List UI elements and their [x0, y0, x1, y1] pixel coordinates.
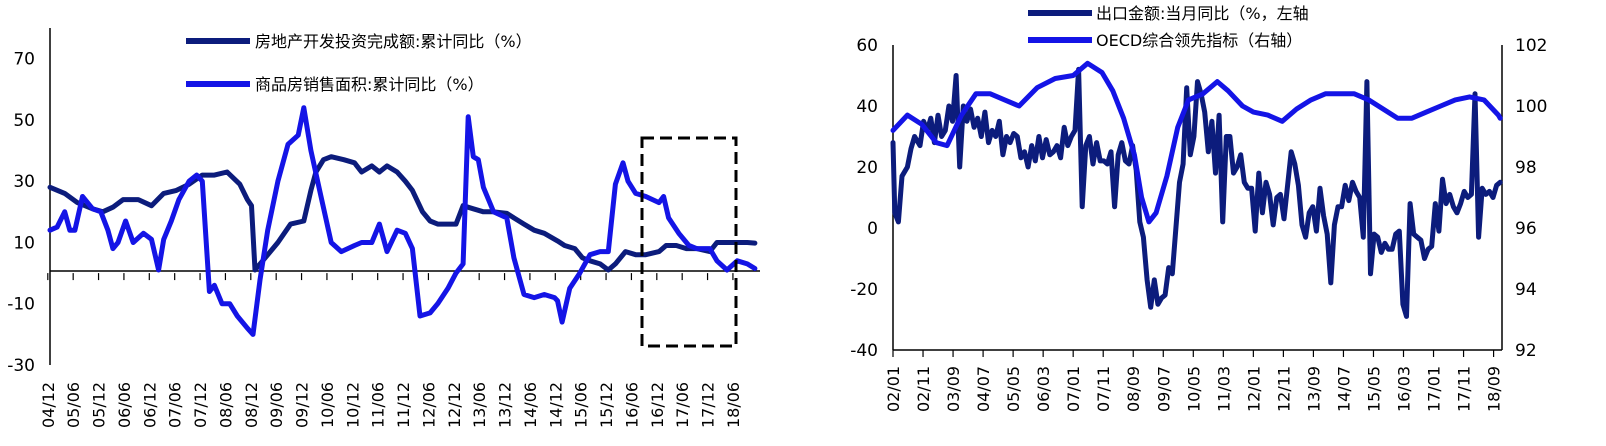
left-x-tick-label: 12/12 [445, 382, 464, 428]
left-x-tick-label: 18/06 [724, 382, 743, 428]
left-x-tick-label: 12/06 [419, 382, 438, 428]
right-right-y-tick-label: 94 [1515, 280, 1537, 300]
right-series [890, 60, 1503, 319]
left-y-tick-label: 70 [13, 50, 35, 70]
right-x-tick-labels: 02/01 02/11 03/09 04/07 05/05 06/03 07/01 07/11… [884, 366, 1504, 412]
right-x-tick-label: 15/05 [1364, 366, 1383, 412]
right-series-line-2 [890, 60, 1503, 225]
right-right-y-tick-labels: 92 94 96 98 100 102 [1515, 36, 1547, 361]
right-x-tick-label: 02/11 [914, 366, 933, 412]
left-x-tick-label: 13/06 [470, 382, 489, 428]
right-x-tick-label: 18/09 [1485, 366, 1504, 412]
right-left-y-tick-label: 0 [867, 219, 878, 239]
left-x-tick-label: 16/12 [648, 382, 667, 428]
right-right-y-tick-label: 102 [1515, 36, 1547, 56]
right-x-tick-label: 14/07 [1334, 366, 1353, 412]
left-chart: -30 -10 10 30 50 70 04/12 05/06 05/12 06/06 06/12… [7, 28, 760, 428]
left-x-tick-label: 06/06 [115, 382, 134, 428]
left-y-tick-label: -10 [7, 295, 35, 315]
right-right-y-tick-label: 92 [1515, 341, 1537, 361]
right-right-y-tick-label: 98 [1515, 158, 1537, 178]
right-left-y-tick-label: 20 [856, 158, 878, 178]
left-series [47, 105, 758, 337]
right-x-tick-label: 03/09 [944, 366, 963, 412]
right-x-tick-label: 10/05 [1184, 366, 1203, 412]
right-x-tick-label: 17/01 [1425, 366, 1444, 412]
right-x-tick-label: 13/09 [1304, 366, 1323, 412]
left-x-tick-label: 10/12 [343, 382, 362, 428]
right-x-tick-label: 07/01 [1064, 366, 1083, 412]
right-left-y-tick-label: -40 [850, 341, 878, 361]
left-x-tick-label: 11/06 [369, 382, 388, 428]
left-y-tick-label: -30 [7, 356, 35, 376]
right-x-tick-label: 12/11 [1274, 366, 1293, 412]
left-legend-label-2: 商品房销售面积:累计同比（%） [255, 75, 484, 94]
left-x-tick-label: 14/06 [521, 382, 540, 428]
left-x-tick-label: 15/12 [597, 382, 616, 428]
left-x-tick-label: 11/12 [394, 382, 413, 428]
left-series-line-2 [47, 105, 758, 337]
left-x-ticks [47, 273, 734, 281]
left-x-tick-label: 10/06 [318, 382, 337, 428]
left-x-tick-label: 04/12 [39, 382, 58, 428]
left-x-tick-label: 06/12 [140, 382, 159, 428]
right-x-tick-label: 12/01 [1244, 366, 1263, 412]
left-x-tick-label: 09/06 [267, 382, 286, 428]
right-x-tick-label: 02/01 [884, 366, 903, 412]
left-y-tick-label: 50 [13, 111, 35, 131]
right-x-tick-label: 16/03 [1395, 366, 1414, 412]
left-y-tick-label: 30 [13, 172, 35, 192]
left-x-tick-label: 16/06 [622, 382, 641, 428]
left-x-tick-label: 05/12 [90, 382, 109, 428]
right-x-tick-label: 06/03 [1034, 366, 1053, 412]
right-left-y-tick-label: 60 [856, 36, 878, 56]
right-x-tick-label: 08/09 [1124, 366, 1143, 412]
left-x-tick-label: 17/12 [699, 382, 718, 428]
left-x-tick-labels: 04/12 05/06 05/12 06/06 06/12 07/06 07/12 08/06… [39, 382, 743, 428]
right-x-tick-label: 07/11 [1094, 366, 1113, 412]
left-x-tick-label: 09/12 [293, 382, 312, 428]
right-series-line-1 [890, 66, 1503, 319]
right-left-y-tick-label: 40 [856, 97, 878, 117]
left-y-tick-labels: -30 -10 10 30 50 70 [7, 50, 35, 376]
right-left-y-tick-label: -20 [850, 280, 878, 300]
right-x-ticks [892, 350, 1495, 357]
right-x-tick-label: 17/11 [1455, 366, 1474, 412]
right-left-y-tick-labels: -40 -20 0 20 40 60 [850, 36, 878, 361]
right-x-tick-label: 04/07 [974, 366, 993, 412]
left-x-tick-label: 07/06 [166, 382, 185, 428]
left-x-tick-label: 07/12 [191, 382, 210, 428]
highlight-dashed-box [640, 136, 738, 348]
left-x-tick-label: 05/06 [64, 382, 83, 428]
right-legend: 出口金额:当月同比（%，左轴 OECD综合领先指标（右轴） [1028, 4, 1309, 50]
right-right-y-tick-label: 96 [1515, 219, 1537, 239]
right-x-tick-label: 11/03 [1214, 366, 1233, 412]
right-x-tick-label: 05/05 [1004, 366, 1023, 412]
right-legend-label-1: 出口金额:当月同比（%，左轴 [1096, 4, 1309, 23]
left-y-tick-label: 10 [13, 233, 35, 253]
right-right-y-tick-label: 100 [1515, 97, 1547, 117]
left-x-tick-label: 08/12 [242, 382, 261, 428]
left-x-tick-label: 14/12 [546, 382, 565, 428]
right-legend-label-2: OECD综合领先指标（右轴） [1096, 31, 1302, 50]
right-x-tick-label: 09/07 [1154, 366, 1173, 412]
left-x-tick-label: 13/12 [496, 382, 515, 428]
left-legend: 房地产开发投资完成额:累计同比（%） 商品房销售面积:累计同比（%） [186, 32, 532, 94]
left-x-tick-label: 15/06 [572, 382, 591, 428]
left-x-tick-label: 17/06 [673, 382, 692, 428]
left-x-tick-label: 08/06 [216, 382, 235, 428]
left-legend-label-1: 房地产开发投资完成额:累计同比（%） [255, 32, 532, 51]
